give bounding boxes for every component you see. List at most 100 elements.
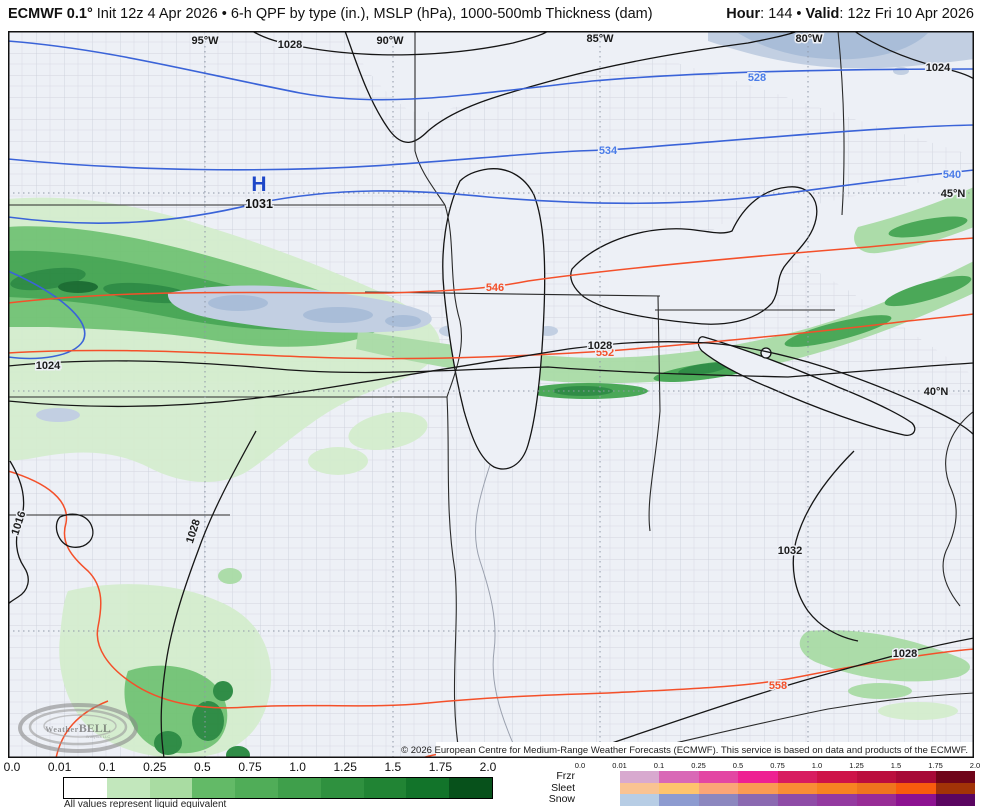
ptype-row-label: Snow bbox=[548, 793, 575, 806]
ptype-color-cell bbox=[935, 794, 975, 806]
lon-label-80w: 80°W bbox=[795, 33, 823, 45]
ptype-color-cell bbox=[738, 794, 778, 806]
valid-label: Valid bbox=[805, 6, 840, 22]
qpf-color-cell bbox=[320, 778, 364, 798]
qpf-tick-label: 1.5 bbox=[384, 760, 402, 774]
ptype-color-cell bbox=[698, 771, 738, 783]
ptype-legend: 0.0 0.01 0.1 0.25 0.5 0.75 1.0 1.25 1.5 1.75 2.0 F… bbox=[500, 760, 980, 808]
ptype-color-cell bbox=[738, 771, 778, 783]
qpf-tick-label: 0.01 bbox=[47, 760, 72, 774]
ptype-color-cell bbox=[619, 771, 659, 783]
hour-value: : 144 • bbox=[760, 6, 806, 22]
qpf-tick-label: 0.75 bbox=[238, 760, 262, 774]
ptype-tick-label: 0.5 bbox=[732, 761, 744, 770]
lon-label-95w: 95°W bbox=[191, 35, 219, 47]
ptype-tick-label: 0.75 bbox=[770, 761, 785, 770]
page-title: ECMWF 0.1° Init 12z 4 Apr 2026 • 6-h QPF… bbox=[8, 6, 653, 22]
ptype-color-cell bbox=[659, 782, 699, 795]
model-name: ECMWF 0.1° bbox=[8, 6, 93, 22]
ptype-color-cell bbox=[777, 782, 817, 795]
mslp-label-1032: 1032 bbox=[778, 545, 802, 557]
watermark-weather: Weather bbox=[45, 725, 79, 734]
qpf-tick-label: 1.75 bbox=[428, 760, 453, 774]
ptype-color-cell bbox=[817, 794, 857, 806]
qpf-tick-label: 0.0 bbox=[3, 760, 21, 774]
thickness-label-552: 552 bbox=[596, 347, 614, 359]
ptype-color-cell bbox=[856, 782, 896, 795]
ptype-color-cell bbox=[935, 782, 975, 795]
mslp-contours bbox=[7, 30, 975, 759]
lake-huron bbox=[570, 186, 818, 325]
ptype-color-cell bbox=[896, 771, 936, 783]
copyright-strip bbox=[436, 742, 974, 758]
thickness-label-546: 546 bbox=[486, 282, 504, 294]
ptype-row-colors bbox=[580, 782, 975, 795]
qpf-color-cell bbox=[277, 778, 321, 798]
lon-label-85w: 85°W bbox=[586, 33, 614, 45]
qpf-tick-label: 2.0 bbox=[479, 760, 497, 774]
ptype-tick-label: 1.75 bbox=[928, 761, 943, 770]
ptype-color-cell bbox=[698, 782, 738, 795]
lat-label-45n: 45°N bbox=[941, 188, 966, 200]
ptype-color-cell bbox=[580, 794, 620, 806]
ptype-color-cell bbox=[698, 794, 738, 806]
map-area: 95°W 90°W 85°W 80°W 45°N 40°N 528 534 54… bbox=[7, 30, 975, 764]
watermark-sub: Analytics LLC bbox=[86, 734, 111, 739]
ptype-color-cell bbox=[856, 794, 896, 806]
qpf-tick-label: 1.0 bbox=[289, 760, 306, 774]
ptype-color-cell bbox=[619, 782, 659, 795]
map-border bbox=[8, 31, 974, 758]
weatherbell-watermark: WeatherBELL Analytics LLC bbox=[18, 703, 138, 753]
ptype-color-cell bbox=[738, 782, 778, 795]
thickness-label-540: 540 bbox=[943, 169, 961, 181]
map-labels: 95°W 90°W 85°W 80°W 45°N 40°N 528 534 54… bbox=[8, 32, 967, 760]
ptype-color-cell bbox=[856, 771, 896, 783]
mslp-label-1028-se: 1028 bbox=[893, 648, 917, 660]
lon-label-90w: 90°W bbox=[376, 35, 404, 47]
qpf-color-cell bbox=[149, 778, 193, 798]
ptype-tick-label: 2.0 bbox=[969, 761, 981, 770]
ptype-color-cell bbox=[580, 771, 620, 783]
qpf-colorbar bbox=[63, 777, 493, 799]
lake-superior-shore bbox=[344, 30, 799, 143]
qpf-color-cell bbox=[235, 778, 278, 798]
mslp-label-1028-mid: 1028 bbox=[588, 340, 612, 352]
ptype-row-label: Frzr bbox=[556, 770, 575, 782]
watermark-text: WeatherBELL bbox=[45, 721, 111, 735]
ptype-tick-label: 0.01 bbox=[612, 761, 627, 770]
ptype-color-cell bbox=[896, 782, 936, 795]
watermark-bell: BELL bbox=[79, 721, 111, 735]
qpf-tick-label: 0.5 bbox=[194, 760, 211, 774]
thickness-label-528: 528 bbox=[748, 72, 766, 84]
ptype-row-colors bbox=[580, 771, 975, 783]
ptype-tick-label: 0.0 bbox=[574, 761, 586, 770]
ptype-tick-label: 1.0 bbox=[811, 761, 823, 770]
ptype-row-frzr: Frzr bbox=[500, 770, 975, 783]
qpf-tick-label: 0.25 bbox=[143, 760, 167, 774]
qpf-legend: 0.0 0.01 0.1 0.25 0.5 0.75 1.0 1.25 1.5 1.75 2.0 A… bbox=[4, 760, 497, 808]
ptype-color-cell bbox=[777, 771, 817, 783]
high-pressure-value: 1031 bbox=[245, 197, 273, 211]
ptype-color-cell bbox=[896, 794, 936, 806]
thickness-label-534: 534 bbox=[599, 145, 618, 157]
valid-time-title: Hour: 144 • Valid: 12z Fri 10 Apr 2026 bbox=[726, 6, 974, 22]
qpf-tick-label: 0.1 bbox=[98, 760, 116, 774]
lake-michigan bbox=[442, 168, 546, 470]
valid-value: : 12z Fri 10 Apr 2026 bbox=[839, 6, 974, 22]
ptype-row-sleet: Sleet bbox=[500, 782, 975, 795]
title-detail: Init 12z 4 Apr 2026 • 6-h QPF by type (i… bbox=[92, 6, 653, 22]
mslp-label-1024-ne: 1024 bbox=[926, 62, 951, 74]
ptype-color-cell bbox=[817, 771, 857, 783]
ptype-tick-label: 1.5 bbox=[890, 761, 902, 770]
mslp-label-1028-nw: 1028 bbox=[278, 39, 302, 51]
mslp-label-1024-w: 1024 bbox=[36, 360, 61, 372]
qpf-color-cell bbox=[406, 778, 450, 798]
snow-shading bbox=[36, 31, 974, 422]
ptype-tick-label: 0.1 bbox=[653, 761, 665, 770]
ptype-row-snow: Snow bbox=[500, 794, 975, 806]
ptype-tick-label: 1.25 bbox=[849, 761, 864, 770]
great-lakes bbox=[344, 30, 916, 470]
mississippi-river bbox=[475, 464, 523, 759]
ptype-color-cell bbox=[777, 794, 817, 806]
thickness-contours-cold bbox=[7, 40, 975, 360]
